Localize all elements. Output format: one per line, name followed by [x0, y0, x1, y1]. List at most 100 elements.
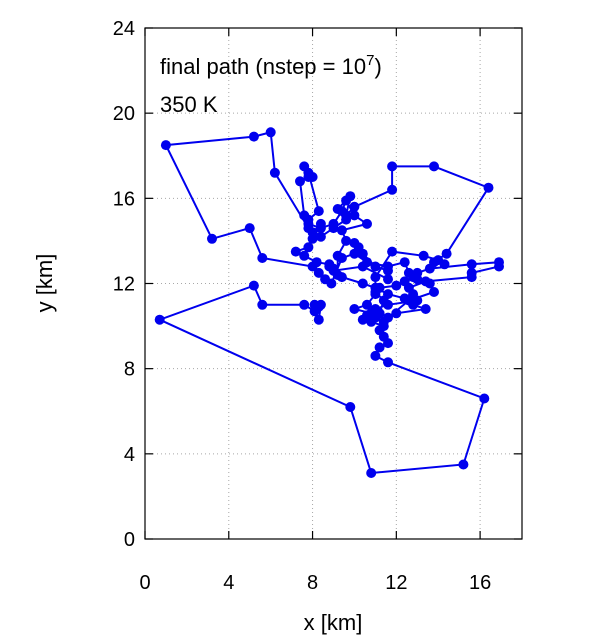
path-point	[429, 287, 439, 297]
path-point	[466, 259, 477, 270]
path-point	[441, 248, 452, 259]
path-point	[257, 253, 268, 263]
path-point	[349, 248, 360, 259]
x-axis-label: x [km]	[304, 610, 363, 635]
path-point	[154, 314, 165, 325]
x-tick-label: 12	[385, 572, 407, 594]
path-point	[479, 393, 490, 404]
y-tick-label: 0	[124, 529, 135, 551]
axis-ticks	[144, 27, 522, 540]
path-point	[420, 304, 431, 314]
path-point	[336, 253, 347, 263]
path-point	[387, 246, 398, 257]
path-point	[420, 276, 431, 287]
path-point	[383, 299, 393, 310]
path-point	[439, 259, 450, 270]
path-point	[383, 274, 393, 285]
path-markers	[154, 127, 504, 478]
annotation-title-prefix: final path (nstep = 10	[160, 54, 366, 79]
annotation-title-exponent: 7	[366, 52, 374, 69]
path-point	[483, 182, 494, 193]
annotation-title: final path (nstep = 107)	[160, 52, 382, 79]
path-point	[374, 282, 385, 293]
path-point	[269, 167, 280, 178]
annotation-temperature: 350 K	[160, 92, 218, 117]
path-point	[345, 191, 356, 202]
path-point	[383, 289, 393, 300]
path-point	[366, 468, 377, 478]
path-point	[370, 350, 381, 361]
path-point	[303, 167, 314, 178]
path-point	[399, 293, 410, 304]
y-tick-label: 12	[113, 274, 135, 296]
path-point	[357, 248, 368, 259]
path-point	[341, 235, 352, 246]
path-point	[345, 402, 356, 412]
path-point	[326, 278, 337, 289]
path-point	[328, 223, 339, 234]
path-point	[349, 304, 360, 314]
path-point	[458, 459, 469, 470]
path-point	[265, 127, 276, 138]
path-point	[290, 246, 301, 257]
path-point	[328, 263, 339, 274]
path-point	[313, 314, 324, 325]
path-point	[366, 316, 377, 327]
path-point	[383, 338, 393, 349]
path-point	[362, 218, 372, 229]
path-point	[424, 263, 435, 274]
path-point	[357, 278, 368, 289]
path-point	[391, 308, 402, 319]
path-point	[412, 295, 423, 306]
path-point	[315, 218, 326, 229]
path-point	[494, 261, 504, 272]
path-point	[362, 257, 372, 268]
path-point	[160, 140, 171, 151]
path-point	[336, 272, 347, 283]
path-point	[248, 131, 259, 142]
path-point	[313, 267, 324, 278]
path-point	[248, 280, 259, 291]
path-point	[315, 231, 326, 242]
path-point	[362, 299, 372, 310]
y-tick-label: 20	[113, 103, 135, 125]
path-point	[357, 314, 368, 325]
x-tick-label: 0	[139, 572, 150, 594]
path-point	[332, 204, 343, 214]
path-point	[295, 176, 305, 187]
y-tick-label: 16	[113, 188, 135, 210]
path-point	[207, 233, 217, 244]
x-tick-label: 16	[469, 572, 491, 594]
path-point	[311, 257, 322, 268]
y-tick-label: 8	[124, 359, 135, 381]
path-point	[399, 257, 410, 268]
path-point	[313, 206, 324, 217]
path-point	[391, 280, 402, 291]
path-point	[309, 299, 320, 310]
path-point	[418, 250, 429, 261]
path-point	[383, 261, 393, 272]
path-point	[336, 225, 347, 236]
path-point	[307, 233, 318, 244]
tick-labels: 0 4 8 12 16 0 4 8 12 16 20 24	[113, 18, 491, 594]
path-point	[387, 184, 398, 195]
path-point	[412, 267, 423, 278]
path-point	[370, 272, 381, 283]
y-tick-label: 4	[124, 444, 135, 466]
path-point	[370, 261, 381, 272]
path-point	[349, 210, 360, 221]
path-point	[303, 214, 314, 225]
x-tick-label: 4	[223, 572, 234, 594]
path-point	[383, 357, 393, 368]
path-point	[299, 299, 310, 310]
path-point	[349, 238, 360, 248]
path-point	[429, 161, 439, 172]
path-point	[349, 201, 360, 212]
path-line	[157, 131, 500, 475]
path-point	[303, 242, 314, 253]
path-point	[387, 161, 398, 172]
path-point	[257, 299, 268, 310]
path-point	[374, 342, 385, 353]
annotation-title-suffix: )	[374, 54, 381, 79]
